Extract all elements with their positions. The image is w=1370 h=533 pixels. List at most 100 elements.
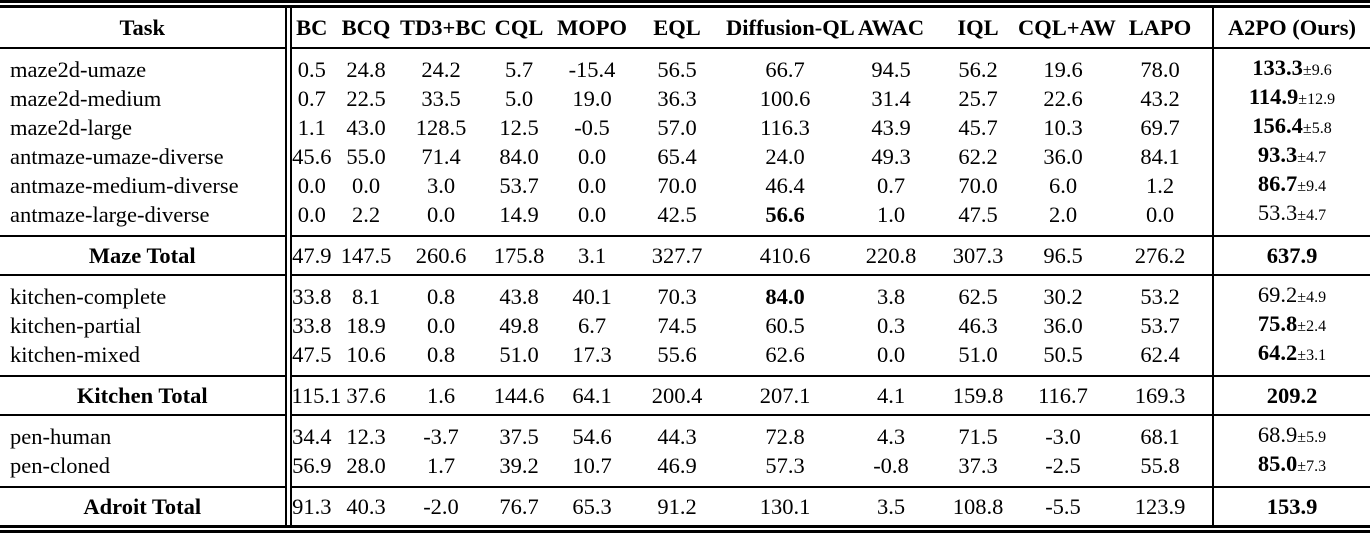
value-cell: 0.0 — [297, 172, 326, 198]
table-row: antmaze-medium-diverse 0.0 0.0 3.0 53.7 0.0 70… — [0, 171, 1370, 200]
value-cell: 1.0 — [876, 201, 906, 227]
std-value: ±7.3 — [1297, 458, 1327, 475]
table-row: pen-human 34.4 12.3 -3.7 37.5 54.6 44.3 72.8 4.3… — [0, 415, 1370, 451]
mean-value: 69.2 — [1257, 282, 1298, 307]
value-cell: 28.0 — [346, 452, 386, 478]
column-header-cql: CQL — [482, 4, 556, 49]
column-header-diffusion-ql: Diffusion-QL — [726, 4, 855, 49]
a2po-value-cell: 85.0±7.3 — [1212, 451, 1370, 487]
table-row: antmaze-umaze-diverse 45.6 55.0 71.4 84.0 0.0… — [0, 142, 1370, 171]
column-header-eql: EQL — [628, 4, 726, 49]
value-cell: 22.6 — [1043, 85, 1083, 111]
value-cell: 0.0 — [426, 312, 456, 338]
total-row: Maze Total 47.9 147.5 260.6 175.8 3.1 327.7 410… — [0, 235, 1370, 276]
value-cell: 30.2 — [1043, 283, 1083, 309]
total-row: Kitchen Total 115.1 37.6 1.6 144.6 64.1 200.4 2… — [0, 375, 1370, 416]
table-row: kitchen-mixed 47.5 10.6 0.8 51.0 17.3 55.6 62.6… — [0, 340, 1370, 376]
value-cell: 4.3 — [876, 423, 906, 449]
value-cell: 60.5 — [765, 312, 805, 338]
value-cell: 71.4 — [421, 143, 461, 169]
value-cell: 0.7 — [297, 85, 326, 111]
value-cell: 62.2 — [958, 143, 998, 169]
value-cell: 0.3 — [876, 312, 906, 338]
value-cell: 116.7 — [1018, 375, 1108, 416]
task-name: maze2d-umaze — [0, 48, 292, 84]
std-value: ±4.7 — [1297, 207, 1327, 224]
value-cell: 71.5 — [958, 423, 998, 449]
value-cell: 10.3 — [1043, 114, 1083, 140]
value-cell: 43.2 — [1140, 85, 1180, 111]
total-label: Maze Total — [0, 235, 292, 276]
value-cell: 8.1 — [351, 283, 381, 309]
column-header-lapo: LAPO — [1108, 4, 1213, 49]
a2po-value-cell: 209.2 — [1212, 375, 1370, 416]
total-label: Adroit Total — [0, 486, 292, 530]
value-cell: 56.6 — [765, 201, 805, 227]
value-cell: 53.7 — [499, 172, 539, 198]
value-cell: 100.6 — [759, 85, 811, 111]
value-cell: 1.2 — [1145, 172, 1175, 198]
value-cell: 56.9 — [292, 452, 332, 478]
value-cell: 12.5 — [499, 114, 539, 140]
std-value: ±9.6 — [1302, 62, 1332, 79]
value-cell: 4.1 — [844, 375, 938, 416]
value-cell: 55.6 — [657, 341, 697, 367]
value-cell: 0.8 — [426, 341, 456, 367]
value-cell: 10.7 — [572, 452, 612, 478]
value-cell: 55.0 — [346, 143, 386, 169]
std-value: ±4.9 — [1297, 289, 1327, 306]
value-cell: 33.8 — [292, 283, 332, 309]
value-cell: 1.1 — [297, 114, 326, 140]
value-cell: -2.5 — [1045, 452, 1081, 478]
value-cell: 56.5 — [657, 56, 697, 82]
table-row: maze2d-umaze 0.5 24.8 24.2 5.7 -15.4 56.5 66.7 9… — [0, 48, 1370, 84]
value-cell: 128.5 — [415, 114, 467, 140]
value-cell: 1.7 — [426, 452, 456, 478]
a2po-value-cell: 637.9 — [1212, 235, 1370, 276]
value-cell: 65.4 — [657, 143, 697, 169]
value-cell: 40.1 — [572, 283, 612, 309]
value-cell: 3.1 — [556, 235, 628, 276]
mean-value: 209.2 — [1266, 383, 1318, 408]
value-cell: 0.0 — [577, 172, 607, 198]
value-cell: 70.0 — [657, 172, 697, 198]
table-row: pen-cloned 56.9 28.0 1.7 39.2 10.7 46.9 57.3 -0.… — [0, 451, 1370, 487]
value-cell: 47.5 — [292, 341, 332, 367]
value-cell: 18.9 — [346, 312, 386, 338]
value-cell: 96.5 — [1018, 235, 1108, 276]
a2po-value-cell: 68.9±5.9 — [1212, 415, 1370, 451]
table-header: Task BC BCQ TD3+BC CQL MOPO EQL Diffusio… — [0, 4, 1370, 49]
table-row: maze2d-medium 0.7 22.5 33.5 5.0 19.0 36.3 100.6… — [0, 84, 1370, 113]
value-cell: 17.3 — [572, 341, 612, 367]
mean-value: 64.2 — [1257, 340, 1298, 365]
value-cell: 0.7 — [876, 172, 906, 198]
value-cell: 69.7 — [1140, 114, 1180, 140]
value-cell: 116.3 — [760, 114, 810, 140]
value-cell: 22.5 — [346, 85, 386, 111]
a2po-value-cell: 75.8±2.4 — [1212, 311, 1370, 340]
a2po-value-cell: 64.2±3.1 — [1212, 340, 1370, 376]
mean-value: 68.9 — [1257, 422, 1298, 447]
value-cell: 57.3 — [765, 452, 805, 478]
column-header-td3bc: TD3+BC — [400, 4, 487, 49]
std-value: ±3.1 — [1297, 347, 1327, 364]
a2po-value-cell: 93.3±4.7 — [1212, 142, 1370, 171]
column-header-bcq: BCQ — [332, 4, 400, 49]
task-name: maze2d-medium — [0, 84, 292, 113]
value-cell: 43.0 — [346, 114, 386, 140]
value-cell: 3.8 — [876, 283, 906, 309]
value-cell: 144.6 — [482, 375, 556, 416]
value-cell: 31.4 — [871, 85, 911, 111]
value-cell: 130.1 — [726, 486, 844, 530]
value-cell: 19.6 — [1043, 56, 1083, 82]
task-name: pen-human — [0, 415, 292, 451]
value-cell: 2.0 — [1048, 201, 1078, 227]
a2po-value-cell: 69.2±4.9 — [1212, 275, 1370, 311]
table-body: maze2d-umaze 0.5 24.8 24.2 5.7 -15.4 56.5 66.7 9… — [0, 48, 1370, 530]
value-cell: 84.0 — [765, 283, 805, 309]
value-cell: 175.8 — [482, 235, 556, 276]
total-row: Adroit Total 91.3 40.3 -2.0 76.7 65.3 91.2 130.… — [0, 486, 1370, 530]
value-cell: 0.5 — [297, 56, 326, 82]
mean-value: 75.8 — [1257, 311, 1298, 336]
